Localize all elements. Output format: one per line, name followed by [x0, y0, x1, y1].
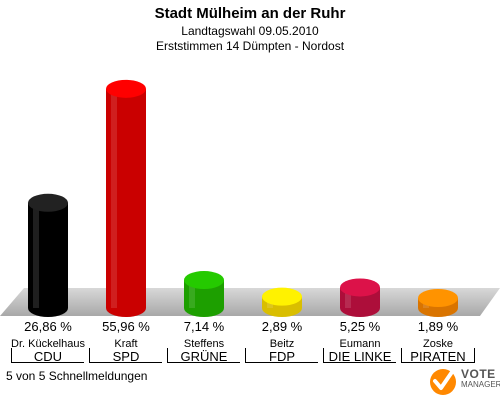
chart-subtitle-2: Erststimmen 14 Dümpten - Nordost	[155, 39, 345, 53]
column-separator	[474, 348, 475, 363]
candidate-label-cdu: Dr. Kückelhaus	[11, 338, 85, 350]
candidate-label-gr-ne: Steffens	[183, 338, 225, 350]
party-label-spd: SPD	[112, 349, 140, 364]
party-label-cdu: CDU	[33, 349, 63, 364]
bar-cap-cdu	[28, 193, 68, 212]
column-separator	[11, 348, 12, 363]
party-underline	[168, 362, 240, 363]
value-label-gr-ne: 7,14 %	[183, 319, 225, 334]
candidate-label-die-linke: Eumann	[339, 338, 381, 350]
party-label-piraten: PIRATEN	[410, 349, 466, 364]
column-separator	[89, 348, 90, 363]
party-label-gr-ne: GRÜNE	[180, 349, 228, 364]
party-underline	[90, 362, 162, 363]
value-label-die-linke: 5,25 %	[339, 319, 381, 334]
column-separator	[323, 348, 324, 363]
chart-subtitle: Landtagswahl 09.05.2010	[181, 24, 319, 38]
value-label-fdp: 2,89 %	[261, 319, 303, 334]
candidate-label-fdp: Beitz	[269, 338, 295, 350]
value-label-cdu: 26,86 %	[24, 319, 72, 334]
bar-cdu	[28, 202, 68, 317]
party-underline	[324, 362, 396, 363]
bar-gr-ne	[184, 280, 224, 317]
column-separator	[245, 348, 246, 363]
vote-manager-logo-icon	[430, 369, 456, 395]
bar-cap-gr-ne	[184, 271, 224, 290]
party-underline	[12, 362, 84, 363]
bar-spd	[106, 88, 146, 317]
value-label-spd: 55,96 %	[102, 319, 150, 334]
footer-status: 5 von 5 Schnellmeldungen	[6, 369, 148, 383]
party-underline	[402, 362, 474, 363]
bar-cap-fdp	[262, 287, 302, 306]
candidate-label-piraten: Zoske	[423, 338, 453, 350]
logo-word: VOTE	[461, 367, 496, 381]
party-label-fdp: FDP	[269, 349, 295, 364]
bar-cap-spd	[106, 79, 146, 98]
value-label-piraten: 1,89 %	[417, 319, 459, 334]
column-separator	[401, 348, 402, 363]
logo-subword: MANAGER	[461, 380, 500, 389]
candidate-label-spd: Kraft	[114, 338, 138, 350]
party-underline	[246, 362, 318, 363]
bar-cap-die-linke	[340, 278, 380, 297]
bar-cap-piraten	[418, 289, 458, 307]
party-label-die-linke: DIE LINKE	[328, 349, 392, 364]
column-separator	[167, 348, 168, 363]
chart-title: Stadt Mülheim an der Ruhr	[154, 5, 346, 22]
